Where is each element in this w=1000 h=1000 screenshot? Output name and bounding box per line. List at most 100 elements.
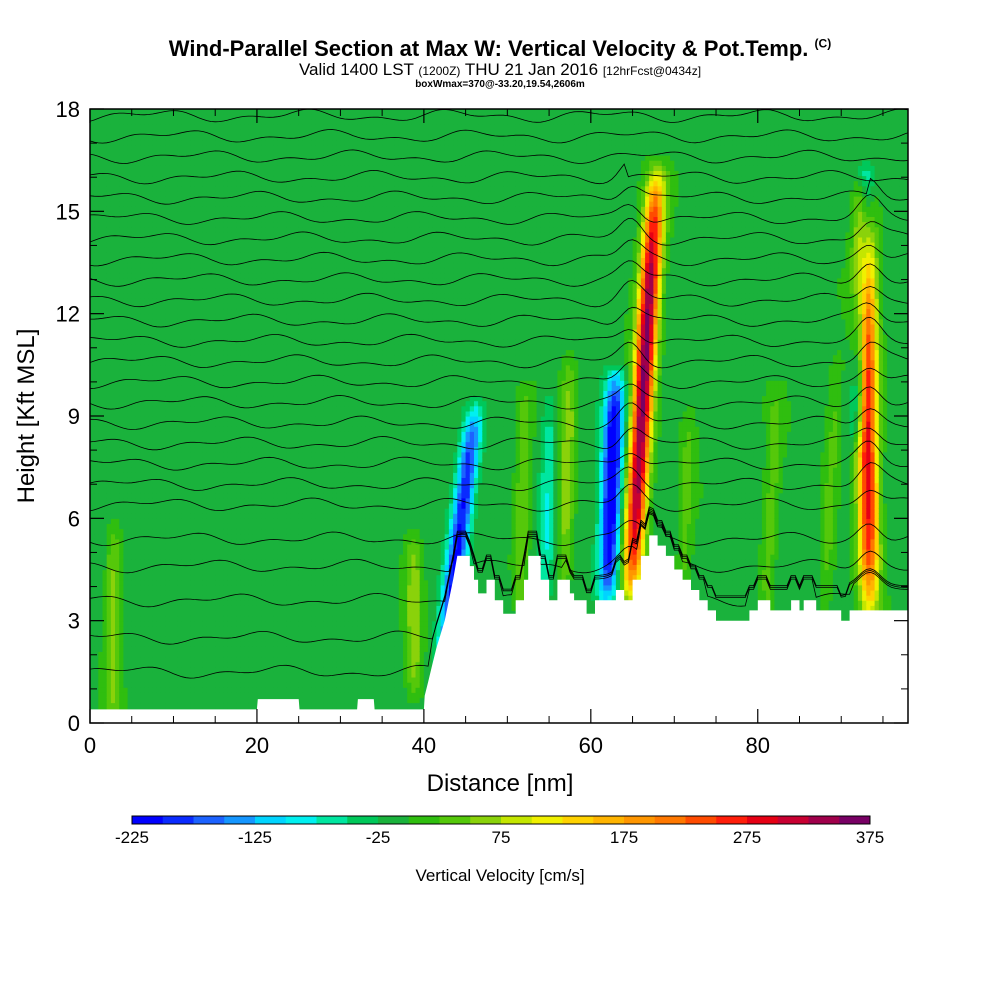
field-cell (148, 523, 153, 529)
field-cell (190, 600, 195, 606)
field-cell (132, 232, 137, 238)
field-cell (119, 324, 124, 330)
field-cell (161, 396, 166, 402)
field-cell (215, 447, 220, 453)
field-cell (157, 483, 162, 489)
field-cell (199, 140, 204, 146)
field-cell (219, 523, 224, 529)
field-cell (224, 196, 229, 202)
field-cell (115, 677, 120, 683)
field-cell (219, 191, 224, 197)
field-cell (253, 503, 258, 509)
field-cell (132, 513, 137, 519)
field-cell (244, 426, 249, 432)
field-cell (249, 124, 254, 130)
field-cell (186, 631, 191, 637)
field-cell (148, 585, 153, 591)
field-cell (98, 549, 103, 555)
field-cell (123, 554, 128, 560)
field-cell (194, 605, 199, 611)
field-cell (257, 319, 262, 325)
field-cell (178, 437, 183, 443)
field-cell (94, 493, 99, 499)
field-cell (236, 375, 241, 381)
field-cell (132, 416, 137, 422)
field-cell (148, 631, 153, 637)
field-cell (128, 186, 133, 192)
field-cell (228, 411, 233, 417)
field-cell (136, 626, 141, 632)
field-cell (140, 227, 145, 233)
field-cell (207, 350, 212, 356)
field-cell (174, 390, 179, 396)
field-cell (194, 314, 199, 320)
field-cell (240, 406, 245, 412)
field-cell (157, 303, 162, 309)
field-cell (240, 513, 245, 519)
field-cell (132, 365, 137, 371)
field-cell (219, 176, 224, 182)
field-cell (207, 114, 212, 120)
field-cell (215, 130, 220, 136)
field-cell (148, 687, 153, 693)
field-cell (115, 232, 120, 238)
field-cell (215, 278, 220, 284)
field-cell (199, 549, 204, 555)
field-cell (244, 646, 249, 652)
field-cell (228, 222, 233, 228)
field-cell (203, 370, 208, 376)
field-cell (186, 390, 191, 396)
field-cell (119, 687, 124, 693)
field-cell (228, 503, 233, 509)
field-cell (211, 457, 216, 463)
field-cell (165, 360, 170, 366)
field-cell (132, 155, 137, 161)
field-cell (132, 564, 137, 570)
field-cell (199, 544, 204, 550)
field-cell (224, 411, 229, 417)
field-cell (240, 697, 245, 703)
field-cell (257, 370, 262, 376)
field-cell (111, 641, 116, 647)
field-cell (240, 242, 245, 248)
field-cell (232, 375, 237, 381)
field-cell (169, 626, 174, 632)
field-cell (165, 682, 170, 688)
field-cell (232, 329, 237, 335)
field-cell (236, 181, 241, 187)
field-cell (111, 375, 116, 381)
field-cell (244, 621, 249, 627)
field-cell (207, 329, 212, 335)
field-cell (186, 518, 191, 524)
field-cell (153, 703, 158, 709)
field-cell (111, 222, 116, 228)
field-cell (128, 130, 133, 136)
field-cell (157, 216, 162, 222)
field-cell (186, 575, 191, 581)
field-cell (94, 247, 99, 253)
field-cell (257, 431, 262, 437)
field-cell (157, 636, 162, 642)
field-cell (153, 697, 158, 703)
field-cell (182, 631, 187, 637)
field-cell (140, 646, 145, 652)
field-cell (153, 529, 158, 535)
field-cell (111, 176, 116, 182)
field-cell (236, 697, 241, 703)
field-cell (244, 518, 249, 524)
field-cell (174, 196, 179, 202)
field-cell (169, 518, 174, 524)
field-cell (249, 559, 254, 565)
field-cell (199, 667, 204, 673)
field-cell (186, 610, 191, 616)
field-cell (128, 437, 133, 443)
field-cell (224, 549, 229, 555)
field-cell (144, 227, 149, 233)
field-cell (148, 590, 153, 596)
field-cell (115, 385, 120, 391)
field-cell (228, 109, 233, 115)
field-cell (253, 636, 258, 642)
field-cell (153, 431, 158, 437)
field-cell (148, 370, 153, 376)
field-cell (165, 385, 170, 391)
